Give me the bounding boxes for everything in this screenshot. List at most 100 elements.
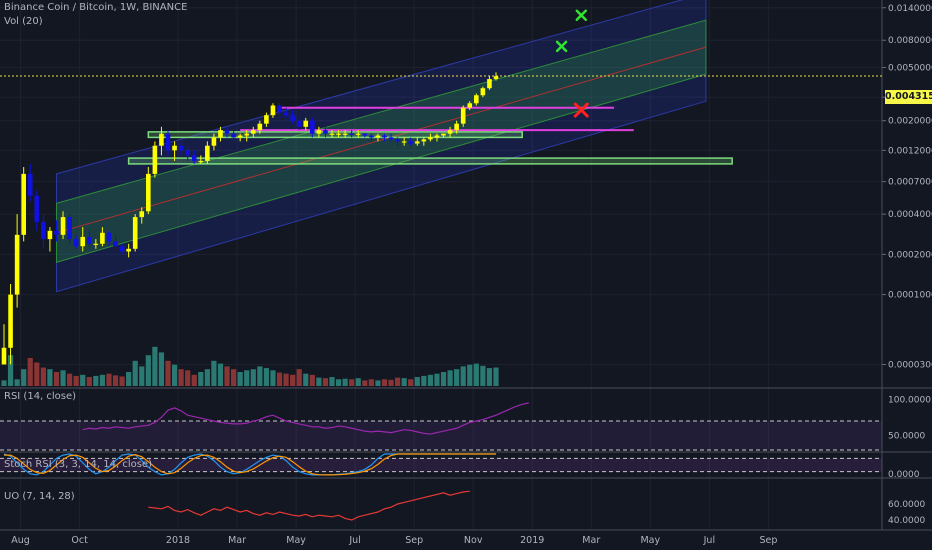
volume-bar <box>290 374 296 386</box>
x-tick-label: Jul <box>703 535 715 546</box>
candle-body <box>487 79 492 89</box>
volume-bar <box>191 374 197 386</box>
volume-bar <box>1 380 7 386</box>
candle-body <box>362 133 368 136</box>
y-tick-label: 0.0007000 <box>888 178 932 188</box>
volume-bar <box>440 372 447 386</box>
volume-bar <box>67 373 73 386</box>
rsi-tick-label: 100.0000 <box>888 395 931 405</box>
candle-body <box>73 239 79 247</box>
volume-bar <box>434 373 440 386</box>
candle-body <box>152 145 158 174</box>
candle-body <box>296 120 302 127</box>
volume-bar <box>185 370 191 386</box>
volume-bar <box>322 378 329 386</box>
uo-tick-label: 60.0000 <box>888 500 925 510</box>
channel-midline <box>56 46 707 234</box>
volume-bar <box>119 376 125 386</box>
candle-body <box>428 137 433 140</box>
y-tick-label: 0.0080000 <box>888 36 932 46</box>
volume-bar <box>198 372 204 386</box>
candle-body <box>283 112 289 116</box>
x-tick-label: May <box>640 535 660 546</box>
candle-body <box>60 217 66 235</box>
volume-bar <box>93 375 99 386</box>
rsi-indicator-label: RSI (14, close) <box>4 391 77 402</box>
y-tick-label: 0.0140000 <box>888 4 932 14</box>
y-tick-label: 0.0002000 <box>888 250 932 260</box>
candle-body <box>185 150 190 156</box>
candle-body <box>257 123 263 131</box>
volume-bar <box>414 377 420 386</box>
y-tick-label: 0.0012000 <box>888 146 932 156</box>
volume-bar <box>342 378 348 386</box>
candle-body <box>270 105 276 116</box>
candle-body <box>224 130 230 134</box>
volume-bar <box>47 369 53 386</box>
stop-x-icon <box>573 102 589 118</box>
volume-bar <box>99 374 105 386</box>
volume-bar <box>316 377 322 386</box>
rsi-tick-label: 50.0000 <box>888 432 925 442</box>
candle-body <box>1 347 7 365</box>
x-tick-label: Mar <box>582 535 600 546</box>
volume-bar <box>257 366 263 386</box>
candle-body <box>119 246 125 252</box>
candle-body <box>27 173 33 196</box>
volume-bar <box>171 364 178 386</box>
stoch-rsi-indicator-label: Stoch RSI (3, 3, 14, 14, close) <box>4 459 152 470</box>
candle-body <box>434 135 440 138</box>
candle-body <box>139 211 145 218</box>
volume-bar <box>40 367 46 386</box>
candle-body <box>93 243 99 245</box>
volume-bar <box>355 378 361 386</box>
candle-body <box>100 232 105 244</box>
volume-bar <box>112 375 119 386</box>
candle-body <box>159 133 164 146</box>
candle-body <box>414 141 420 144</box>
chart-title: Binance Coin / Bitcoin, 1W, BINANCE <box>4 2 188 13</box>
candle-body <box>336 133 341 135</box>
target-x-icon <box>575 9 588 22</box>
x-tick-label: Sep <box>759 535 777 546</box>
candle-body <box>211 137 217 146</box>
candle-body <box>86 236 92 244</box>
stoch-d-line <box>4 453 496 476</box>
volume-bar <box>480 365 486 386</box>
candle-body <box>349 133 354 135</box>
candle-body <box>80 236 86 247</box>
volume-bar <box>53 372 60 386</box>
candle-body <box>369 135 374 138</box>
candle-body <box>342 133 348 135</box>
candle-body <box>54 230 59 235</box>
current-price-tag: 0.0043155 <box>885 90 932 104</box>
x-tick-label: 2018 <box>166 535 190 546</box>
candle-body <box>165 133 171 151</box>
candle-body <box>178 145 184 151</box>
volume-bar <box>388 379 394 386</box>
candle-body <box>264 115 269 124</box>
target-x-icon <box>555 40 568 53</box>
candle-body <box>355 133 361 135</box>
volume-bar <box>250 369 256 386</box>
volume-bar <box>486 368 493 386</box>
volume-bar <box>237 372 243 386</box>
candle-body <box>401 141 407 143</box>
candle-body <box>467 103 473 108</box>
y-tick-label: 0.0004000 <box>888 210 932 220</box>
volume-bar <box>126 372 132 386</box>
stoch-tick-label: 0.0000 <box>888 470 920 480</box>
volume-bar <box>139 366 145 386</box>
x-tick-label: May <box>286 535 306 546</box>
volume-bar <box>460 366 466 386</box>
volume-bar <box>401 378 407 386</box>
candle-body <box>191 155 197 161</box>
volume-bar <box>375 380 381 386</box>
volume-bar <box>473 363 479 386</box>
volume-bar <box>86 377 92 386</box>
volume-bar <box>152 346 158 386</box>
volume-bar <box>145 355 151 386</box>
volume-bar <box>224 366 230 386</box>
volume-bar <box>21 369 27 386</box>
